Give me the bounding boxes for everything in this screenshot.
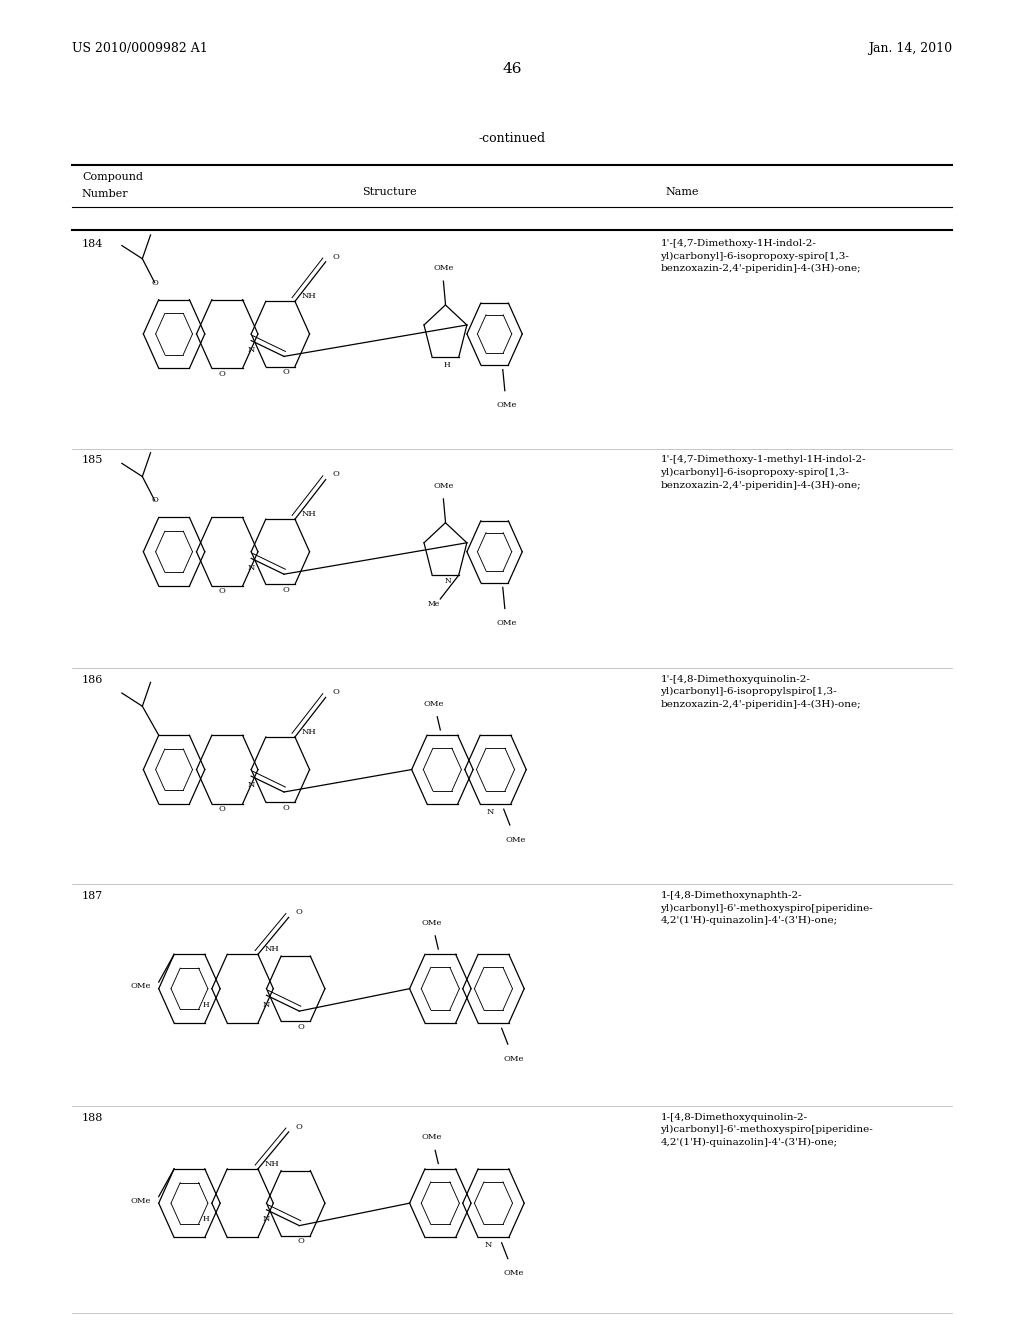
Text: H: H (203, 1001, 209, 1008)
Text: N: N (248, 346, 255, 354)
Text: O: O (296, 908, 302, 916)
Text: Structure: Structure (361, 187, 417, 198)
Text: H: H (203, 1214, 209, 1224)
Text: 187: 187 (82, 891, 103, 902)
Text: NH: NH (265, 1159, 280, 1168)
Text: 188: 188 (82, 1113, 103, 1123)
Text: OMe: OMe (424, 700, 444, 708)
Text: O: O (283, 368, 290, 376)
Text: OMe: OMe (497, 619, 517, 627)
Text: N: N (263, 1001, 270, 1008)
Text: O: O (219, 370, 225, 378)
Text: O: O (283, 804, 290, 812)
Text: Name: Name (666, 187, 699, 198)
Text: N: N (263, 1214, 270, 1224)
Text: NH: NH (302, 727, 316, 735)
Text: OMe: OMe (433, 482, 454, 490)
Text: O: O (152, 496, 158, 504)
Text: O: O (333, 470, 339, 478)
Text: OMe: OMe (422, 919, 442, 927)
Text: N: N (248, 781, 255, 789)
Text: Number: Number (82, 189, 129, 199)
Text: OMe: OMe (504, 1269, 524, 1278)
Text: O: O (333, 252, 339, 260)
Text: OMe: OMe (130, 982, 151, 990)
Text: NH: NH (265, 945, 280, 953)
Text: N: N (445, 577, 452, 585)
Text: O: O (333, 688, 339, 696)
Text: Me: Me (428, 601, 440, 609)
Text: O: O (219, 587, 225, 595)
Text: OMe: OMe (506, 836, 526, 843)
Text: 185: 185 (82, 455, 103, 466)
Text: O: O (283, 586, 290, 594)
Text: O: O (298, 1237, 305, 1246)
Text: 1'-[4,8-Dimethoxyquinolin-2-
yl)carbonyl]-6-isopropylspiro[1,3-
benzoxazin-2,4'-: 1'-[4,8-Dimethoxyquinolin-2- yl)carbonyl… (660, 675, 861, 709)
Text: OMe: OMe (433, 264, 454, 272)
Text: N: N (484, 1241, 493, 1250)
Text: US 2010/0009982 A1: US 2010/0009982 A1 (72, 42, 208, 55)
Text: 1-[4,8-Dimethoxyquinolin-2-
yl)carbonyl]-6'-methoxyspiro[piperidine-
4,2'(1'H)-q: 1-[4,8-Dimethoxyquinolin-2- yl)carbonyl]… (660, 1113, 873, 1147)
Text: 46: 46 (502, 62, 522, 77)
Text: O: O (296, 1122, 302, 1131)
Text: O: O (298, 1023, 305, 1031)
Text: 186: 186 (82, 675, 103, 685)
Text: OMe: OMe (504, 1055, 524, 1063)
Text: 184: 184 (82, 239, 103, 249)
Text: -continued: -continued (478, 132, 546, 145)
Text: 1-[4,8-Dimethoxynaphth-2-
yl)carbonyl]-6'-methoxyspiro[piperidine-
4,2'(1'H)-qui: 1-[4,8-Dimethoxynaphth-2- yl)carbonyl]-6… (660, 891, 873, 925)
Text: 1'-[4,7-Dimethoxy-1-methyl-1H-indol-2-
yl)carbonyl]-6-isopropoxy-spiro[1,3-
benz: 1'-[4,7-Dimethoxy-1-methyl-1H-indol-2- y… (660, 455, 866, 490)
Text: O: O (152, 279, 158, 286)
Text: N: N (486, 808, 495, 816)
Text: 1'-[4,7-Dimethoxy-1H-indol-2-
yl)carbonyl]-6-isopropoxy-spiro[1,3-
benzoxazin-2,: 1'-[4,7-Dimethoxy-1H-indol-2- yl)carbony… (660, 239, 861, 273)
Text: H: H (443, 362, 450, 370)
Text: OMe: OMe (422, 1133, 442, 1142)
Text: N: N (248, 564, 255, 572)
Text: OMe: OMe (130, 1196, 151, 1205)
Text: OMe: OMe (497, 401, 517, 409)
Text: Jan. 14, 2010: Jan. 14, 2010 (868, 42, 952, 55)
Text: Compound: Compound (82, 172, 143, 182)
Text: O: O (219, 805, 225, 813)
Text: NH: NH (302, 292, 316, 300)
Text: NH: NH (302, 510, 316, 517)
